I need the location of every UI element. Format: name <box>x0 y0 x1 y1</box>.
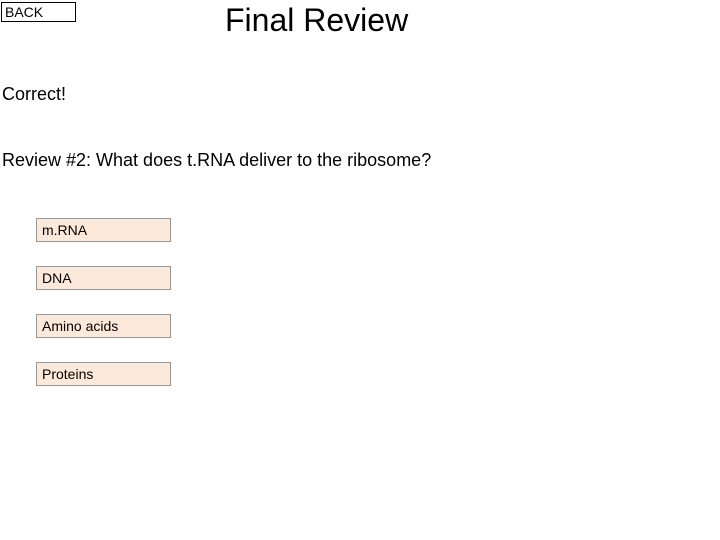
answer-option-3[interactable]: Amino acids <box>36 314 171 338</box>
feedback-text: Correct! <box>2 84 66 105</box>
question-text: Review #2: What does t.RNA deliver to th… <box>2 150 431 171</box>
answer-option-1[interactable]: m.RNA <box>36 218 171 242</box>
back-button[interactable]: BACK <box>1 2 76 22</box>
answer-list: m.RNA DNA Amino acids Proteins <box>36 218 171 410</box>
page-title: Final Review <box>225 2 408 39</box>
answer-option-2[interactable]: DNA <box>36 266 171 290</box>
answer-option-4[interactable]: Proteins <box>36 362 171 386</box>
